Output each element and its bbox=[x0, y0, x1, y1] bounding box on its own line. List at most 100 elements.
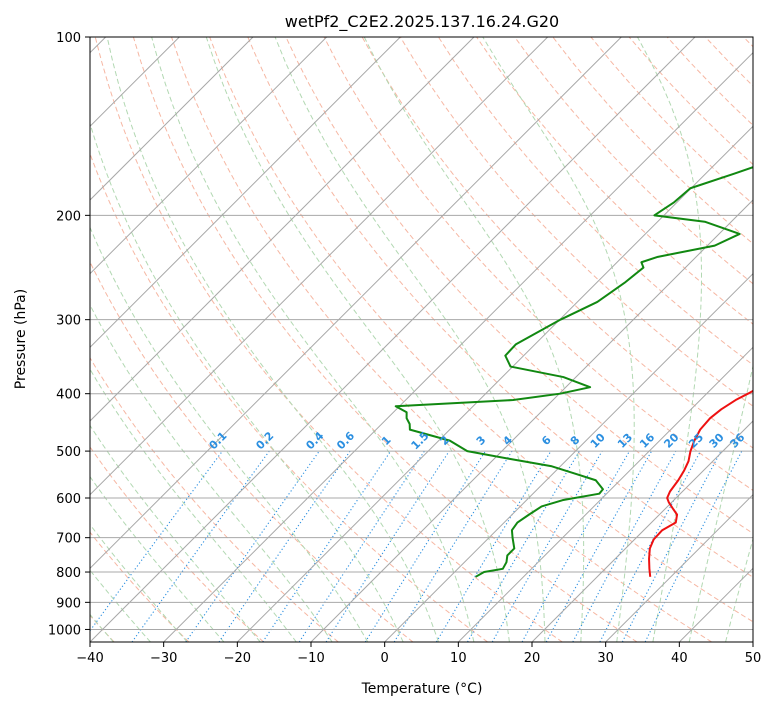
dry-adiabat-line bbox=[90, 356, 339, 642]
moist-adiabat-line bbox=[725, 537, 753, 642]
moist-adiabat-line bbox=[90, 424, 261, 642]
dry-adiabat-line bbox=[552, 37, 753, 245]
mixing-ratio-label: 0.4 bbox=[303, 429, 326, 452]
x-axis-label: Temperature (°C) bbox=[361, 681, 483, 697]
mixing-ratio-label: 20 bbox=[661, 430, 681, 450]
y-tick-label: 200 bbox=[56, 209, 81, 224]
moist-adiabat-line bbox=[637, 37, 703, 642]
moist-adiabat-line bbox=[90, 303, 333, 642]
moist-adiabats bbox=[0, 37, 753, 642]
dry-adiabat-line bbox=[399, 37, 753, 407]
dewpoint-line bbox=[394, 166, 753, 578]
mixing-ratio-label: 10 bbox=[588, 430, 608, 450]
x-tick-label: −20 bbox=[224, 651, 251, 666]
moist-adiabat-line bbox=[151, 37, 475, 642]
moist-adiabat-line bbox=[482, 37, 635, 642]
y-tick-label: 400 bbox=[56, 388, 81, 403]
dry-adiabats bbox=[90, 37, 753, 642]
y-tick-label: 300 bbox=[56, 314, 81, 329]
dry-adiabat-line bbox=[209, 37, 753, 623]
mixing-ratio-line bbox=[435, 450, 552, 642]
dry-adiabat-line bbox=[285, 37, 753, 535]
dry-adiabat-line bbox=[323, 37, 753, 491]
x-tick-label: 30 bbox=[597, 651, 614, 666]
sounding-series bbox=[394, 166, 753, 578]
dry-adiabat-line bbox=[90, 152, 488, 642]
mixing-ratio-line bbox=[90, 450, 223, 632]
mixing-ratio-label: 36 bbox=[727, 430, 747, 450]
moist-adiabat-line bbox=[90, 121, 404, 642]
dry-adiabat-line bbox=[666, 37, 753, 126]
isotherm-line bbox=[384, 272, 753, 642]
y-tick-label: 700 bbox=[56, 532, 81, 547]
chart-title: wetPf2_C2E2.2025.137.16.24.G20 bbox=[285, 12, 559, 32]
mixing-ratio-label: 0.6 bbox=[334, 429, 357, 452]
isotherm-line bbox=[752, 641, 753, 642]
dry-adiabat-line bbox=[171, 37, 713, 642]
dry-adiabat-line bbox=[90, 260, 414, 642]
x-axis: −40 −30 −20 −10 0 10 20 30 40 50 bbox=[76, 642, 761, 666]
line-labels: 0.1 0.2 0.4 0.6 1 1.5 2 3 4 6 8 10 13 16 20 25 30 36 bbox=[207, 429, 748, 452]
moist-adiabat-line bbox=[90, 475, 225, 642]
moist-adiabat-line bbox=[90, 226, 369, 642]
mixing-ratio-line bbox=[491, 450, 603, 642]
moist-adiabat-line bbox=[363, 37, 585, 642]
mixing-ratio-label: 1.5 bbox=[409, 429, 432, 452]
dry-adiabat-line bbox=[590, 37, 753, 205]
x-tick-label: −30 bbox=[150, 651, 177, 666]
dry-adiabat-line bbox=[90, 531, 190, 642]
mixing-ratio-line bbox=[621, 450, 722, 642]
mixing-ratio-label: 1 bbox=[379, 433, 394, 448]
isotherm-line bbox=[90, 37, 254, 201]
dry-adiabat-line bbox=[743, 37, 753, 48]
mixing-ratio-label: 6 bbox=[539, 433, 554, 448]
dry-adiabat-line bbox=[132, 37, 638, 642]
isotherm-line bbox=[90, 37, 696, 642]
moist-adiabat-line bbox=[274, 37, 546, 642]
y-tick-label: 900 bbox=[56, 596, 81, 611]
mixing-ratio-label: 2 bbox=[438, 433, 453, 448]
mixing-ratio-label: 3 bbox=[474, 433, 489, 448]
dry-adiabat-line bbox=[90, 446, 264, 642]
y-tick-label: 100 bbox=[56, 31, 81, 46]
y-tick-label: 600 bbox=[56, 492, 81, 507]
mixing-ratio-line bbox=[298, 450, 425, 642]
dry-adiabat-line bbox=[476, 37, 753, 325]
x-tick-label: 40 bbox=[671, 651, 688, 666]
dry-adiabat-line bbox=[247, 37, 753, 578]
y-axis: 100 200 300 400 500 600 700 800 900 1000 bbox=[48, 31, 90, 638]
mixing-ratio-line bbox=[572, 450, 677, 642]
mixing-ratio-line bbox=[325, 450, 450, 642]
x-tick-label: −40 bbox=[76, 651, 103, 666]
moist-adiabat-line bbox=[0, 37, 76, 642]
moist-adiabat-line bbox=[688, 363, 753, 642]
isotherm-line bbox=[457, 346, 753, 642]
mixing-ratio-label: 16 bbox=[637, 430, 657, 450]
isotherm-line bbox=[90, 37, 549, 496]
dry-adiabat-line bbox=[514, 37, 753, 285]
moist-adiabat-line bbox=[205, 37, 510, 642]
isotherm-line bbox=[310, 199, 753, 642]
x-tick-label: 0 bbox=[381, 651, 389, 666]
mixing-ratio-line bbox=[131, 450, 270, 642]
plot-frame bbox=[89, 36, 754, 643]
isotherm-line bbox=[236, 125, 753, 642]
mixing-ratio-line bbox=[393, 450, 513, 642]
y-tick-label: 500 bbox=[56, 445, 81, 460]
mixing-ratio-line bbox=[262, 450, 392, 642]
isotherm-line bbox=[605, 493, 753, 642]
dry-adiabat-line bbox=[438, 37, 753, 366]
isotherm-line bbox=[90, 37, 328, 275]
isotherm-line bbox=[678, 567, 753, 642]
isotherm-line bbox=[90, 37, 622, 570]
mixing-ratio-label: 25 bbox=[686, 431, 706, 451]
mixing-ratio-line bbox=[467, 450, 580, 642]
dry-adiabat-line bbox=[704, 37, 753, 87]
isotherm-line bbox=[163, 51, 753, 642]
mixing-ratio-line bbox=[218, 450, 351, 642]
dry-adiabat-line bbox=[94, 37, 563, 642]
isotherm-line bbox=[90, 37, 475, 422]
x-tick-label: −10 bbox=[297, 651, 324, 666]
moist-adiabat-line bbox=[106, 37, 440, 642]
